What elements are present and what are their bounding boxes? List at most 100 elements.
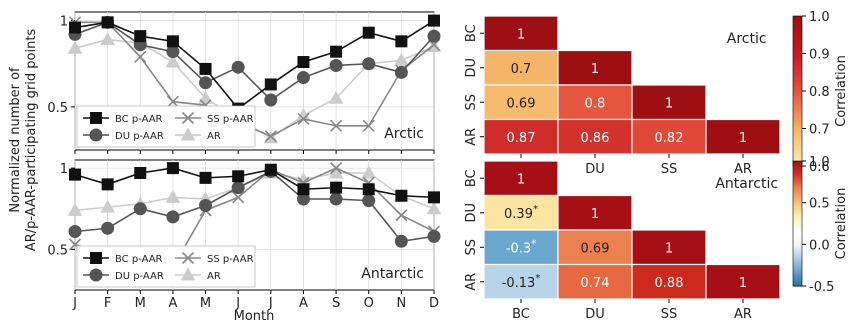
colorbar-segment	[793, 36, 802, 40]
colorbar-tick-label: -0.5	[809, 280, 834, 295]
data-point	[100, 32, 115, 46]
colorbar-segment	[793, 131, 802, 135]
colorbar-segment	[793, 225, 802, 229]
legend-marker	[89, 268, 103, 282]
heatmap-cell	[483, 194, 559, 231]
heatmap-cell	[705, 263, 781, 300]
data-point	[394, 65, 408, 79]
colorbar-segment	[793, 71, 802, 75]
data-point	[232, 170, 245, 183]
data-point	[69, 21, 81, 34]
data-point	[166, 45, 180, 59]
colorbar-segment	[793, 217, 802, 220]
colorbar-segment	[793, 279, 802, 283]
legend-label: DU p-AAR	[115, 131, 164, 142]
data-point	[428, 14, 440, 27]
cell-value: 0.7	[511, 62, 532, 77]
colorbar-segment	[793, 233, 802, 237]
colorbar-segment	[793, 68, 802, 72]
y-tick-label: 1	[60, 162, 68, 177]
colorbar-segment	[793, 158, 802, 162]
cell-value: -0.13*	[502, 273, 541, 291]
x-tick-label: A	[168, 296, 177, 311]
y-tick-label: 0.5	[47, 243, 68, 258]
col-label: DU	[585, 162, 605, 177]
colorbar-segment	[793, 211, 802, 214]
data-point	[166, 35, 179, 48]
row-label: SS	[464, 94, 479, 111]
heatmap-cell	[483, 263, 559, 300]
line-panel-arctic: 0.5 1 Arctic BC p-AAR DU p-AAR SS p-AAR AR	[47, 11, 442, 154]
data-point	[199, 199, 213, 212]
cell-value: 0.82	[655, 131, 684, 146]
heatmap-cell	[631, 229, 707, 266]
legend-label: BC p-AAR	[115, 254, 163, 265]
legend-marker	[90, 252, 102, 264]
colorbar-segment	[793, 208, 802, 212]
data-point	[394, 52, 409, 66]
panel-annotation: Arctic	[727, 31, 767, 47]
data-point	[166, 210, 180, 224]
colorbar-segment	[793, 177, 802, 181]
data-point	[67, 202, 83, 216]
data-point	[362, 119, 375, 132]
colorbar-segment	[793, 271, 802, 275]
colorbar-tick-label: 0.0	[809, 238, 830, 253]
colorbar-segment	[793, 116, 802, 120]
colorbar-segment	[793, 254, 802, 258]
colorbar-segment	[793, 16, 802, 20]
heatmap-cell	[557, 229, 633, 266]
col-label: AR	[734, 307, 752, 322]
colorbar-segment	[793, 213, 802, 216]
colorbar-segment	[793, 26, 802, 30]
legend-box	[76, 105, 256, 148]
data-point	[166, 162, 179, 175]
data-point	[165, 189, 181, 203]
col-label: AR	[734, 162, 752, 177]
colorbar-segment	[793, 181, 802, 185]
col-label: BC	[512, 307, 530, 322]
colorbar-segment	[793, 31, 802, 35]
colorbar-segment	[793, 163, 802, 166]
cell-value: 0.86	[581, 131, 610, 146]
data-point	[395, 35, 408, 48]
y-axis-label-line2: AR/p-AAR-participating grid points	[24, 29, 39, 252]
data-point	[329, 58, 343, 72]
colorbar-segment	[793, 21, 802, 25]
data-point	[100, 199, 115, 213]
colorbar-segment	[793, 171, 802, 175]
colorbar-segment	[793, 148, 802, 152]
heatmap-antarctic: 1 0.39* 1 -0.3* 0.69 1 -0.13* 0.74 0.88 1 BC DU SS AR…	[464, 155, 849, 322]
colorbar-segment	[793, 113, 802, 117]
x-tick-label: J	[72, 296, 77, 311]
data-point	[362, 26, 375, 39]
data-point	[231, 181, 245, 195]
row-label: AR	[464, 128, 479, 146]
legend-marker	[90, 112, 102, 124]
colorbar-segment	[793, 273, 802, 277]
panel-annotation: Antarctic	[715, 176, 778, 192]
colorbar-segment	[793, 96, 802, 100]
colorbar-label: Correlation	[834, 188, 849, 260]
cell-value: 0.39*	[504, 204, 538, 222]
colorbar-segment	[793, 240, 802, 243]
colorbar-segment	[793, 101, 802, 105]
x-tick-label: M	[200, 296, 211, 311]
data-point	[68, 225, 82, 238]
colorbar-tick-label: 1.0	[809, 10, 830, 25]
colorbar-segment	[793, 215, 802, 218]
cell-value: 1	[739, 131, 747, 146]
colorbar-segment	[793, 167, 802, 170]
heatmap-cell	[631, 84, 707, 121]
colorbar-segment	[793, 265, 802, 268]
colorbar-segment	[793, 190, 802, 193]
colorbar-segment	[793, 88, 802, 92]
correlation-heatmaps: 1 0.7 1 0.69 0.8 1 0.87 0.86 0.82 1 BC DU SS AR BC DU SS…	[464, 10, 849, 322]
colorbar-segment	[793, 93, 802, 97]
colorbar-segment	[793, 23, 802, 27]
colorbar-tick-label: 0.5	[809, 197, 830, 212]
data-point	[232, 191, 245, 204]
colorbar-segment	[793, 196, 802, 200]
cell-value: 1	[517, 27, 525, 42]
colorbar-segment	[793, 200, 802, 204]
